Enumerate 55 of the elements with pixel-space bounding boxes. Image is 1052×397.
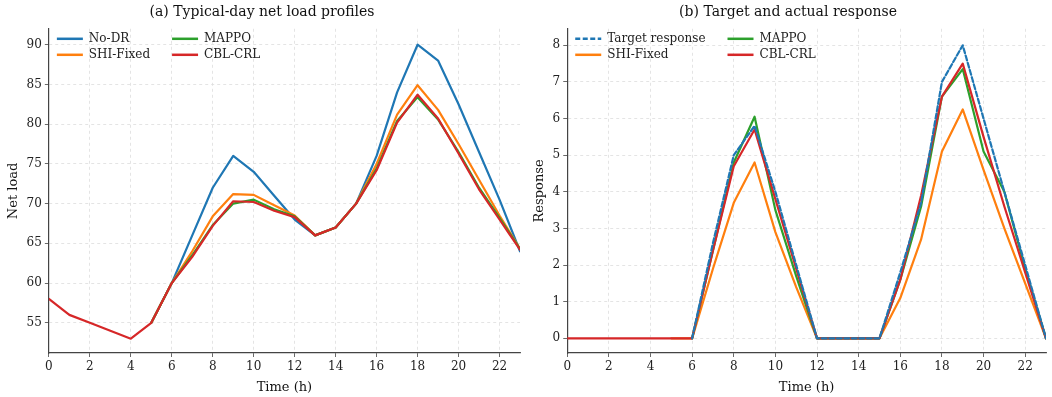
x-tick-label: 10	[767, 359, 784, 374]
x-tick-label: 8	[208, 359, 217, 374]
y-tick-label: 8	[552, 37, 561, 52]
x-tick-label: 18	[409, 359, 426, 374]
x-tick-label: 12	[809, 359, 825, 374]
x-tick-label: 22	[491, 359, 508, 374]
y-tick-label: 85	[26, 76, 42, 91]
y-tick-label: 5	[552, 147, 561, 162]
legend-label: CBL-CRL	[759, 46, 816, 61]
y-tick-label: 75	[26, 156, 42, 171]
x-tick-label: 8	[729, 359, 738, 374]
x-tick-label: 22	[1017, 359, 1033, 374]
y-tick-label: 3	[552, 220, 561, 235]
chart-title: (a) Typical-day net load profiles	[149, 3, 375, 20]
x-tick-label: 2	[605, 359, 613, 374]
y-tick-label: 6	[552, 110, 561, 125]
chart-title: (b) Target and actual response	[679, 3, 897, 20]
legend-label: MAPPO	[204, 30, 252, 45]
x-tick-label: 12	[287, 359, 303, 374]
legend-label: MAPPO	[759, 30, 807, 45]
y-tick-label: 2	[552, 257, 561, 272]
x-tick-label: 4	[646, 359, 655, 374]
legend-label: SHI-Fixed	[607, 46, 669, 61]
y-tick-label: 4	[552, 183, 561, 198]
x-tick-label: 16	[368, 359, 385, 374]
y-tick-label: 65	[26, 235, 42, 250]
y-tick-label: 7	[552, 74, 561, 89]
x-tick-label: 14	[328, 359, 344, 374]
y-tick-label: 60	[26, 275, 42, 290]
x-tick-label: 20	[450, 359, 467, 374]
y-tick-label: 0	[552, 330, 561, 345]
x-tick-label: 0	[563, 359, 572, 374]
x-tick-label: 4	[126, 359, 135, 374]
x-tick-label: 16	[892, 359, 908, 374]
y-axis-title: Response	[531, 159, 547, 223]
y-tick-label: 80	[26, 116, 42, 131]
x-tick-label: 14	[851, 359, 867, 374]
y-tick-label: 55	[26, 314, 42, 329]
legend-label: Target response	[607, 30, 706, 45]
x-tick-label: 6	[167, 359, 176, 374]
x-tick-label: 20	[975, 359, 992, 374]
x-tick-label: 10	[246, 359, 262, 374]
legend-label: SHI-Fixed	[88, 46, 151, 61]
x-axis-title: Time (h)	[778, 378, 835, 394]
y-tick-label: 90	[26, 36, 42, 51]
y-tick-label: 70	[26, 195, 42, 210]
x-tick-label: 2	[86, 359, 94, 374]
x-tick-label: 0	[45, 359, 53, 374]
legend-label: CBL-CRL	[204, 46, 261, 61]
x-axis-title: Time (h)	[256, 378, 313, 394]
legend-label: No-DR	[88, 30, 131, 45]
x-tick-label: 18	[934, 359, 950, 374]
x-tick-label: 6	[688, 359, 696, 374]
y-tick-label: 1	[552, 293, 561, 308]
y-axis-title: Net load	[5, 162, 21, 220]
